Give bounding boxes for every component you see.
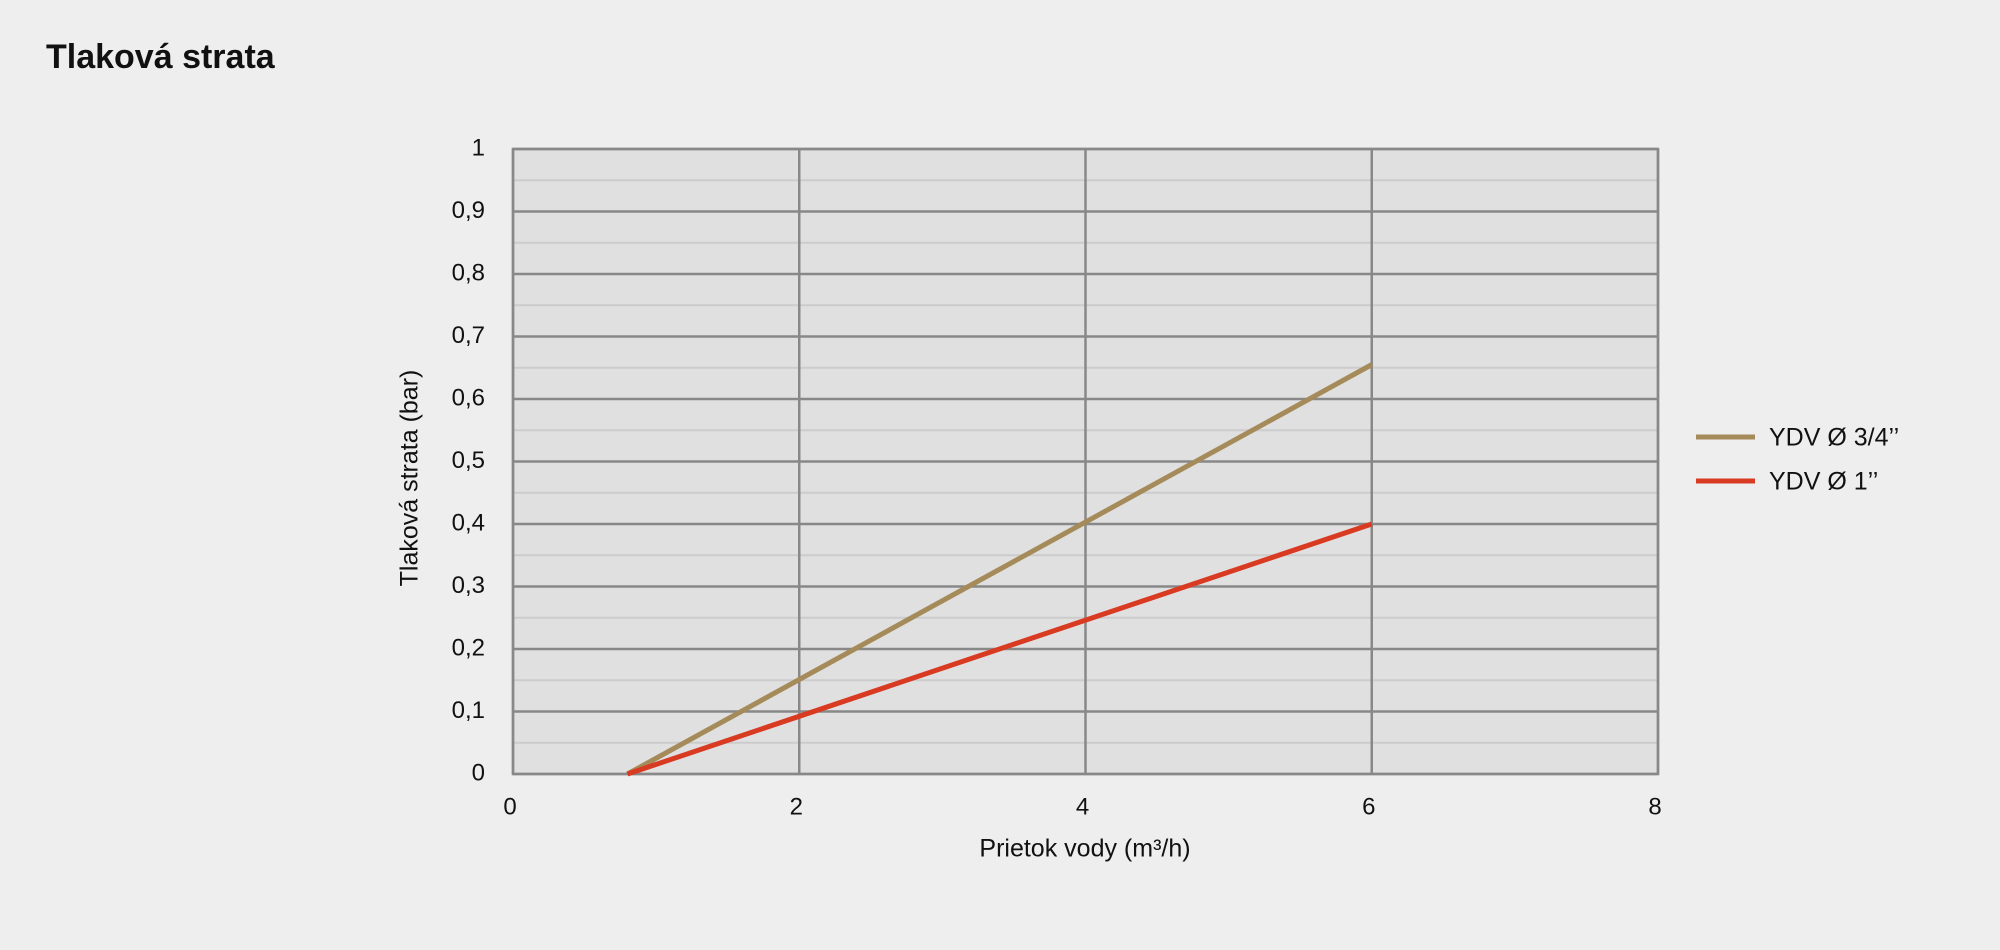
y-tick-label: 0 [472, 759, 485, 786]
x-tick-label: 8 [1648, 793, 1661, 820]
legend-label: YDV Ø 3/4’’ [1769, 424, 1899, 452]
y-tick-label: 0,8 [452, 259, 485, 286]
y-tick-label: 0,1 [452, 697, 485, 724]
y-tick-label: 0,4 [452, 509, 485, 536]
y-tick-label: 0,9 [452, 197, 485, 224]
y-tick-label: 0,2 [452, 634, 485, 661]
y-tick-label: 0,6 [452, 384, 485, 411]
y-tick-label: 0,3 [452, 572, 485, 599]
x-tick-label: 2 [790, 793, 803, 820]
y-axis-label: Tlaková strata (bar) [396, 370, 424, 587]
y-tick-label: 1 [472, 134, 485, 161]
x-tick-label: 6 [1362, 793, 1375, 820]
x-tick-label: 0 [503, 793, 516, 820]
series-line [626, 521, 1373, 777]
y-tick-label: 0,5 [452, 447, 485, 474]
series-line [626, 362, 1373, 777]
y-tick-label: 0,7 [452, 322, 485, 349]
plot-border [511, 147, 1660, 776]
chart-title: Tlaková strata [46, 38, 276, 76]
x-axis-label: Prietok vody (m³/h) [979, 835, 1190, 863]
legend-label: YDV Ø 1’’ [1769, 468, 1878, 496]
x-tick-label: 4 [1076, 793, 1089, 820]
